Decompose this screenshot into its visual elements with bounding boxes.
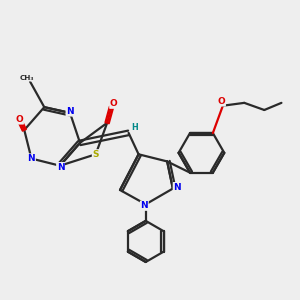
Text: O: O xyxy=(16,115,23,124)
Text: S: S xyxy=(92,150,99,159)
Text: N: N xyxy=(173,183,181,192)
Text: CH₃: CH₃ xyxy=(19,75,34,81)
Text: N: N xyxy=(28,154,35,163)
Text: N: N xyxy=(140,201,148,210)
Text: N: N xyxy=(66,107,74,116)
Text: O: O xyxy=(218,97,225,106)
Text: H: H xyxy=(131,123,138,132)
Text: N: N xyxy=(57,163,64,172)
Text: O: O xyxy=(110,99,118,108)
